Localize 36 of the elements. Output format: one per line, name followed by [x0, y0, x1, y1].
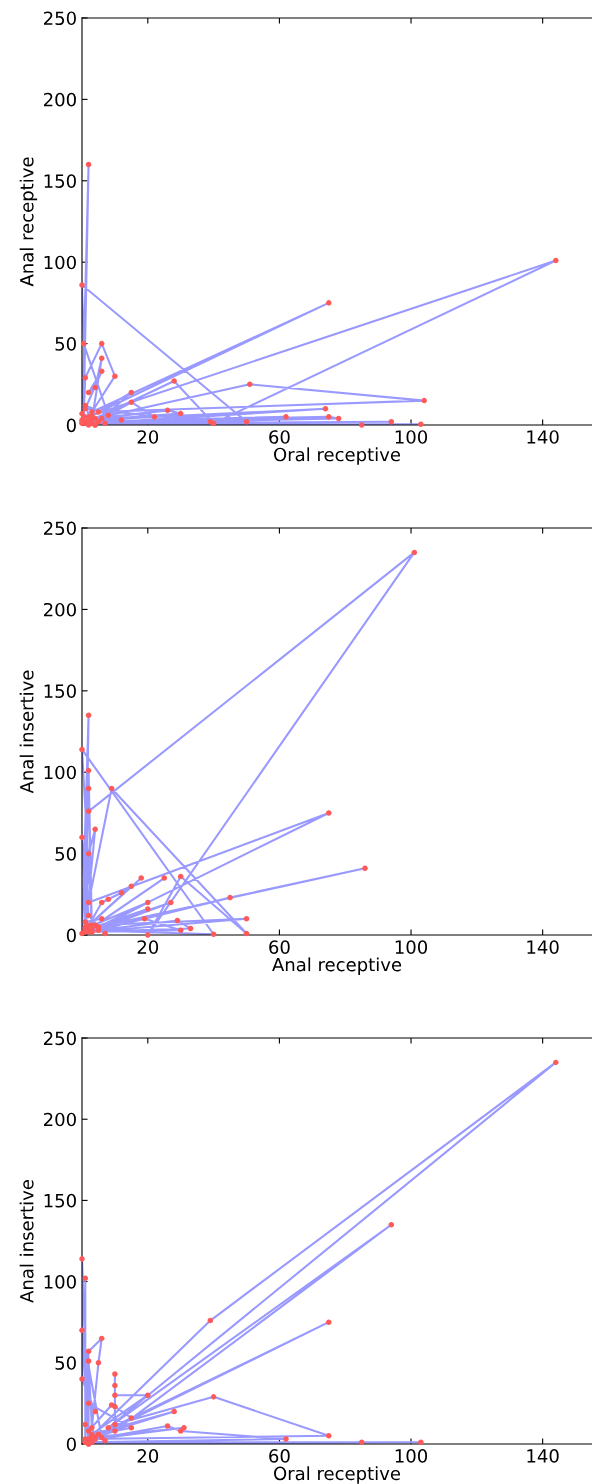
x-axis-title: Oral receptive: [274, 1466, 401, 1484]
x-tick-label: 100: [395, 940, 428, 954]
y-tick-label: 150: [44, 684, 76, 698]
x-tick-label: 20: [137, 940, 159, 954]
y-tick-label: 50: [55, 337, 76, 351]
x-tick-label: 100: [395, 1449, 428, 1463]
x-axis-title: Anal receptive: [272, 957, 402, 975]
x-tick-label: 60: [269, 940, 290, 954]
y-tick-label: 200: [43, 602, 76, 617]
x-tick-label: 60: [269, 1449, 290, 1463]
y-axis-title: Anal receptive: [19, 157, 38, 287]
y-tick-label: 250: [43, 1031, 76, 1046]
y-axis-title: Anal insertive: [19, 670, 34, 794]
y-tick-label: 200: [43, 1112, 76, 1127]
y-tick-label: 50: [55, 847, 76, 861]
y-tick-label: 250: [43, 521, 76, 536]
x-tick-label: 140: [527, 940, 559, 954]
y-tick-label: 100: [44, 255, 76, 270]
y-tick-label: 0: [66, 928, 76, 943]
y-tick-label: 100: [44, 765, 76, 780]
x-tick-label: 140: [527, 430, 559, 444]
y-tick-label: 50: [55, 1356, 76, 1370]
x-tick-label: 60: [269, 430, 290, 444]
y-tick-label: 0: [66, 1437, 76, 1452]
y-tick-label: 100: [44, 1275, 76, 1289]
x-tick-label: 20: [137, 430, 159, 444]
y-tick-label: 150: [44, 174, 76, 188]
y-tick-label: 250: [43, 11, 76, 26]
y-tick-label: 150: [44, 1193, 76, 1208]
x-tick-label: 100: [395, 430, 428, 444]
x-tick-label: 140: [527, 1449, 559, 1463]
y-tick-label: 0: [66, 418, 76, 433]
x-axis-title: Oral receptive: [274, 447, 401, 465]
y-tick-label: 200: [43, 92, 76, 107]
y-axis-title: Anal insertive: [19, 1180, 34, 1303]
x-tick-label: 20: [137, 1449, 159, 1463]
